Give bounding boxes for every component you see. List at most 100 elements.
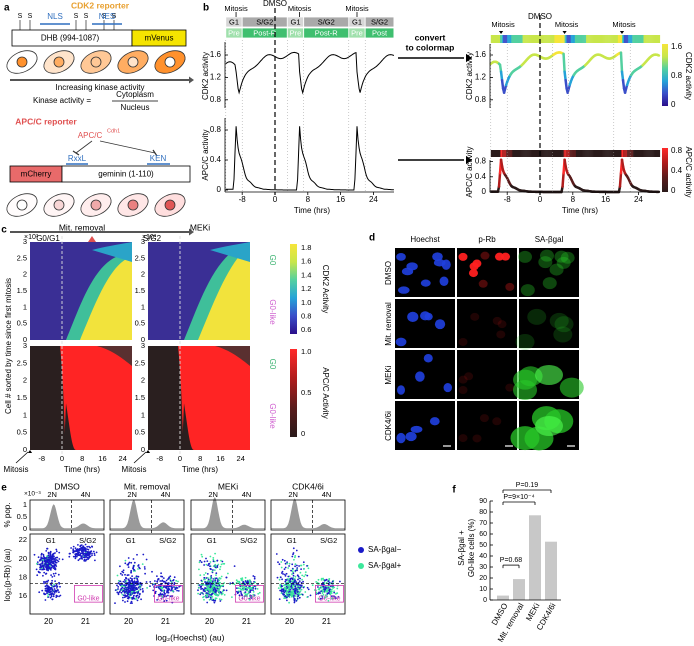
color-cell — [505, 35, 506, 43]
cell-dot — [222, 593, 224, 595]
cell-dot — [51, 576, 53, 578]
label: mCherry — [21, 170, 52, 179]
cell-dot — [249, 588, 251, 590]
cell-dot — [219, 588, 221, 590]
color-cell — [518, 150, 519, 157]
cell-dot — [133, 595, 135, 597]
cell-dot — [56, 557, 58, 559]
cell-dot — [208, 586, 210, 588]
cell-dot — [201, 580, 203, 582]
cell-dot — [299, 587, 301, 589]
cell-dot — [59, 586, 61, 588]
label: 1.6 — [210, 50, 222, 59]
cell-dot — [219, 578, 221, 580]
label: MEKi — [190, 222, 210, 232]
color-cell — [573, 35, 574, 43]
cell-dot — [45, 599, 47, 601]
cell-dot — [219, 568, 221, 570]
cell-dot — [50, 593, 52, 595]
color-cell — [608, 35, 609, 43]
cell-dot — [45, 573, 47, 575]
cell-dot — [53, 583, 55, 585]
cell-dot — [202, 597, 204, 599]
cell-dot — [45, 550, 47, 552]
cell-dot — [75, 558, 77, 560]
label: S/G2 — [320, 536, 337, 545]
cell-dot — [290, 578, 292, 580]
label: G1 — [352, 17, 362, 26]
cell-dot — [201, 588, 203, 590]
color-cell — [627, 35, 628, 43]
label: 0.5 — [17, 319, 27, 328]
cell-dot — [38, 591, 40, 593]
color-cell — [509, 150, 510, 157]
cell-dot — [43, 582, 45, 584]
color-cell — [571, 35, 572, 43]
cell — [516, 334, 535, 350]
cell-dot — [306, 575, 308, 577]
color-cell — [569, 35, 570, 43]
nucleus — [440, 277, 449, 287]
cell-dot — [234, 565, 236, 567]
cell-dot — [130, 594, 132, 596]
color-cell — [610, 35, 611, 43]
color-cell — [604, 35, 605, 43]
color-cell — [643, 35, 644, 43]
color-cell — [545, 35, 546, 43]
cell-dot — [50, 552, 52, 554]
color-cell — [624, 35, 625, 43]
color-cell — [547, 35, 548, 43]
cell-dot — [223, 589, 225, 591]
cell-dot — [159, 580, 161, 582]
cell-dot — [207, 577, 209, 579]
label: Kinase activity = — [33, 96, 91, 105]
color-cell — [513, 150, 514, 157]
cell-dot — [210, 575, 212, 577]
color-cell — [527, 35, 528, 43]
label: 4N — [81, 490, 91, 499]
label: 2.5 — [135, 253, 145, 262]
label: 2N — [208, 490, 218, 499]
cell-dot — [214, 564, 216, 566]
cell-dot — [121, 571, 123, 573]
cell-dot — [133, 558, 135, 560]
cell-dot — [94, 560, 96, 562]
cell-dot — [177, 581, 179, 583]
label: APC/C activity — [684, 146, 693, 197]
cell-dot — [211, 598, 213, 600]
cell-dot — [48, 559, 50, 561]
label: 2N — [288, 490, 298, 499]
label: 20 — [205, 617, 214, 626]
cell-dot — [55, 569, 57, 571]
label: 0.8 — [210, 125, 222, 134]
cell-dot — [54, 560, 56, 562]
label: 0.5 — [135, 319, 145, 328]
label: Mitosis — [122, 465, 147, 474]
cell-dot — [289, 563, 291, 565]
color-cell — [586, 35, 587, 43]
cell-dot — [288, 565, 290, 567]
cell-dot — [138, 576, 140, 578]
color-cell — [565, 35, 566, 43]
color-cell — [515, 35, 516, 43]
color-cell — [524, 150, 525, 157]
nucleus — [420, 311, 430, 320]
cell-dot — [295, 576, 297, 578]
color-cell — [581, 35, 582, 43]
color-cell — [654, 35, 655, 43]
nucleus — [398, 286, 410, 293]
cell-dot — [292, 587, 294, 589]
cell-dot — [48, 589, 50, 591]
cell-dot — [226, 577, 228, 579]
nucleus — [459, 338, 468, 346]
cell-dot — [53, 553, 55, 555]
cell-dot — [165, 581, 167, 583]
color-cell — [524, 35, 525, 43]
cell-dot — [52, 598, 54, 600]
color-cell — [517, 150, 518, 157]
color-cell — [658, 35, 659, 43]
cell-dot — [300, 585, 302, 587]
label: 0.8 — [671, 146, 683, 155]
cell-dot — [293, 559, 295, 561]
label: 0 — [178, 454, 182, 463]
